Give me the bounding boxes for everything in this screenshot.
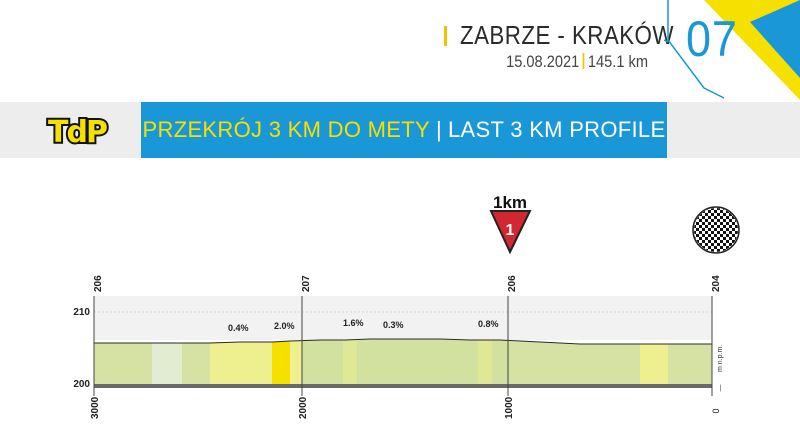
segment-2-0 bbox=[272, 342, 290, 384]
banner-title: PRZEKRÓJ 3 KM DO METY | LAST 3 KM PROFILE bbox=[141, 102, 667, 158]
banner-blue-panel bbox=[141, 102, 667, 158]
km-marker-label: 1km bbox=[493, 193, 527, 212]
segment-final bbox=[640, 344, 668, 384]
profile-sky-band bbox=[94, 296, 712, 340]
stage-date: 15.08.2021 bbox=[506, 52, 580, 71]
tdp-logo: TdP bbox=[46, 113, 111, 151]
altitude-label-1000: 206 bbox=[507, 275, 518, 292]
gradient-label: 0.3% bbox=[383, 320, 404, 330]
badge-blue-triangle bbox=[750, 0, 800, 78]
route-title: ZABRZE - KRAKÓW bbox=[460, 20, 674, 50]
segment-pale bbox=[152, 343, 182, 384]
distance-label-3000: 3000 bbox=[90, 396, 101, 419]
stage-header: ZABRZE - KRAKÓW 15.08.2021 145.1 km bbox=[440, 18, 673, 78]
elev-unit: m n.p.m. bbox=[717, 345, 724, 372]
altitude-label-2000: 207 bbox=[301, 275, 312, 292]
elev-unit-mark: — bbox=[717, 385, 724, 392]
elev-label-210: 210 bbox=[73, 307, 90, 318]
stage-badge bbox=[664, 0, 800, 100]
gradient-label: 1.6% bbox=[343, 318, 364, 328]
profile-km-box bbox=[302, 340, 508, 384]
altitude-label-start: 206 bbox=[93, 275, 104, 292]
gradient-label: 2.0% bbox=[274, 321, 295, 331]
segment-0-4 bbox=[210, 342, 272, 384]
road-strip bbox=[94, 384, 712, 388]
date-distance-line: 15.08.2021 145.1 km bbox=[506, 52, 648, 72]
km-marker-triangle-icon bbox=[489, 210, 532, 255]
km-marker-number: 1 bbox=[506, 222, 515, 239]
checkered-flag-icon bbox=[692, 206, 740, 254]
distance-label-1000: 1000 bbox=[504, 396, 515, 419]
elev-label-200: 200 bbox=[73, 379, 90, 390]
gradient-label: 0.8% bbox=[478, 319, 499, 329]
badge-blue-line bbox=[667, 0, 725, 99]
date-separator bbox=[582, 53, 585, 69]
segment-2-0-tail bbox=[290, 341, 302, 384]
banner-title-en: LAST 3 KM PROFILE bbox=[448, 117, 666, 142]
stage-distance: 145.1 km bbox=[587, 52, 648, 71]
altitude-label-finish: 204 bbox=[711, 275, 722, 292]
profile-line bbox=[94, 338, 712, 345]
gradient-label: 0.4% bbox=[228, 323, 249, 333]
banner-title-pl: PRZEKRÓJ 3 KM DO METY bbox=[142, 117, 430, 142]
banner-separator: | bbox=[436, 117, 443, 142]
stage-number: 07 bbox=[686, 11, 738, 67]
distance-label-2000: 2000 bbox=[298, 396, 309, 419]
route-accent-bar bbox=[444, 26, 447, 46]
distance-zero-label: 0 bbox=[711, 408, 721, 413]
logo-text: TdP bbox=[48, 115, 107, 150]
